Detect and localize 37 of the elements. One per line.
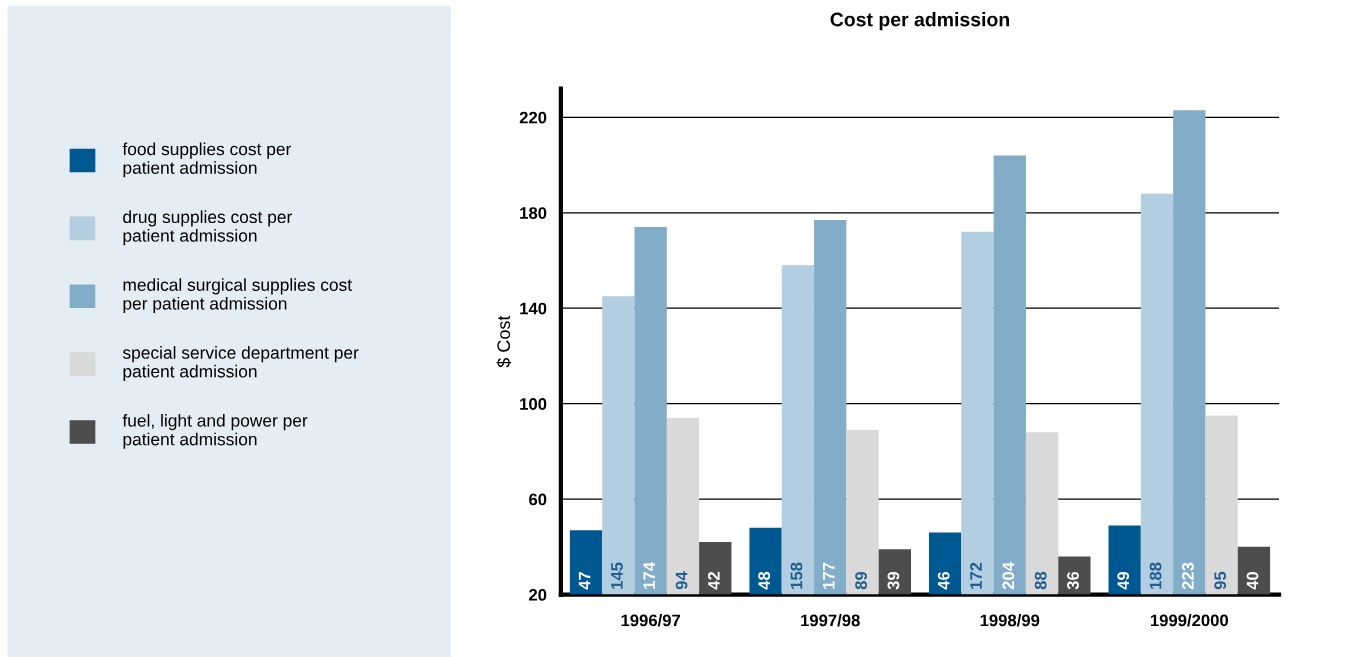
data-label: 95 bbox=[1214, 571, 1227, 590]
data-label: 36 bbox=[1067, 571, 1079, 590]
data-label: 88 bbox=[1034, 571, 1047, 590]
data-label: 223 bbox=[1181, 562, 1194, 590]
legend-label: medical surgical supplies cost per patient admission bbox=[123, 278, 352, 314]
legend-label: drug supplies cost per patient admission bbox=[123, 210, 292, 246]
data-label: 48 bbox=[758, 571, 771, 590]
data-label: 188 bbox=[1149, 562, 1162, 589]
y-axis-title: $ Cost bbox=[496, 315, 512, 368]
data-label: 47 bbox=[578, 572, 591, 590]
data-label: 49 bbox=[1117, 571, 1130, 590]
legend-label: fuel, light and power per patient admission bbox=[122, 413, 308, 449]
data-label: 42 bbox=[707, 571, 720, 590]
data-label: 39 bbox=[887, 571, 900, 590]
data-label: 46 bbox=[937, 571, 950, 590]
y-tick-label: 100 bbox=[520, 398, 547, 410]
data-label: 158 bbox=[790, 562, 803, 589]
legend-label: special service department per patient admission bbox=[122, 346, 359, 381]
y-tick-label: 60 bbox=[529, 493, 547, 506]
data-label: 94 bbox=[675, 571, 688, 590]
data-label: 40 bbox=[1246, 571, 1259, 590]
x-tick-label: 1997/98 bbox=[801, 614, 860, 627]
data-label: 204 bbox=[1002, 562, 1015, 590]
chart-title: Cost per admission bbox=[830, 12, 1009, 31]
x-tick-label: 1998/99 bbox=[980, 614, 1040, 627]
y-tick-label: 140 bbox=[520, 302, 547, 315]
legend-label: food supplies cost per patient admission bbox=[122, 142, 292, 178]
data-label: 172 bbox=[970, 562, 982, 589]
x-tick-label: 1999/2000 bbox=[1150, 614, 1229, 627]
y-tick-label: 20 bbox=[529, 588, 547, 601]
data-label: 145 bbox=[611, 562, 623, 589]
y-tick-label: 180 bbox=[520, 207, 547, 219]
data-label: 89 bbox=[855, 571, 867, 590]
data-label: 174 bbox=[643, 562, 655, 589]
x-tick-label: 1996/97 bbox=[621, 614, 681, 627]
y-tick-label: 220 bbox=[519, 111, 547, 124]
data-label: 177 bbox=[823, 562, 835, 589]
